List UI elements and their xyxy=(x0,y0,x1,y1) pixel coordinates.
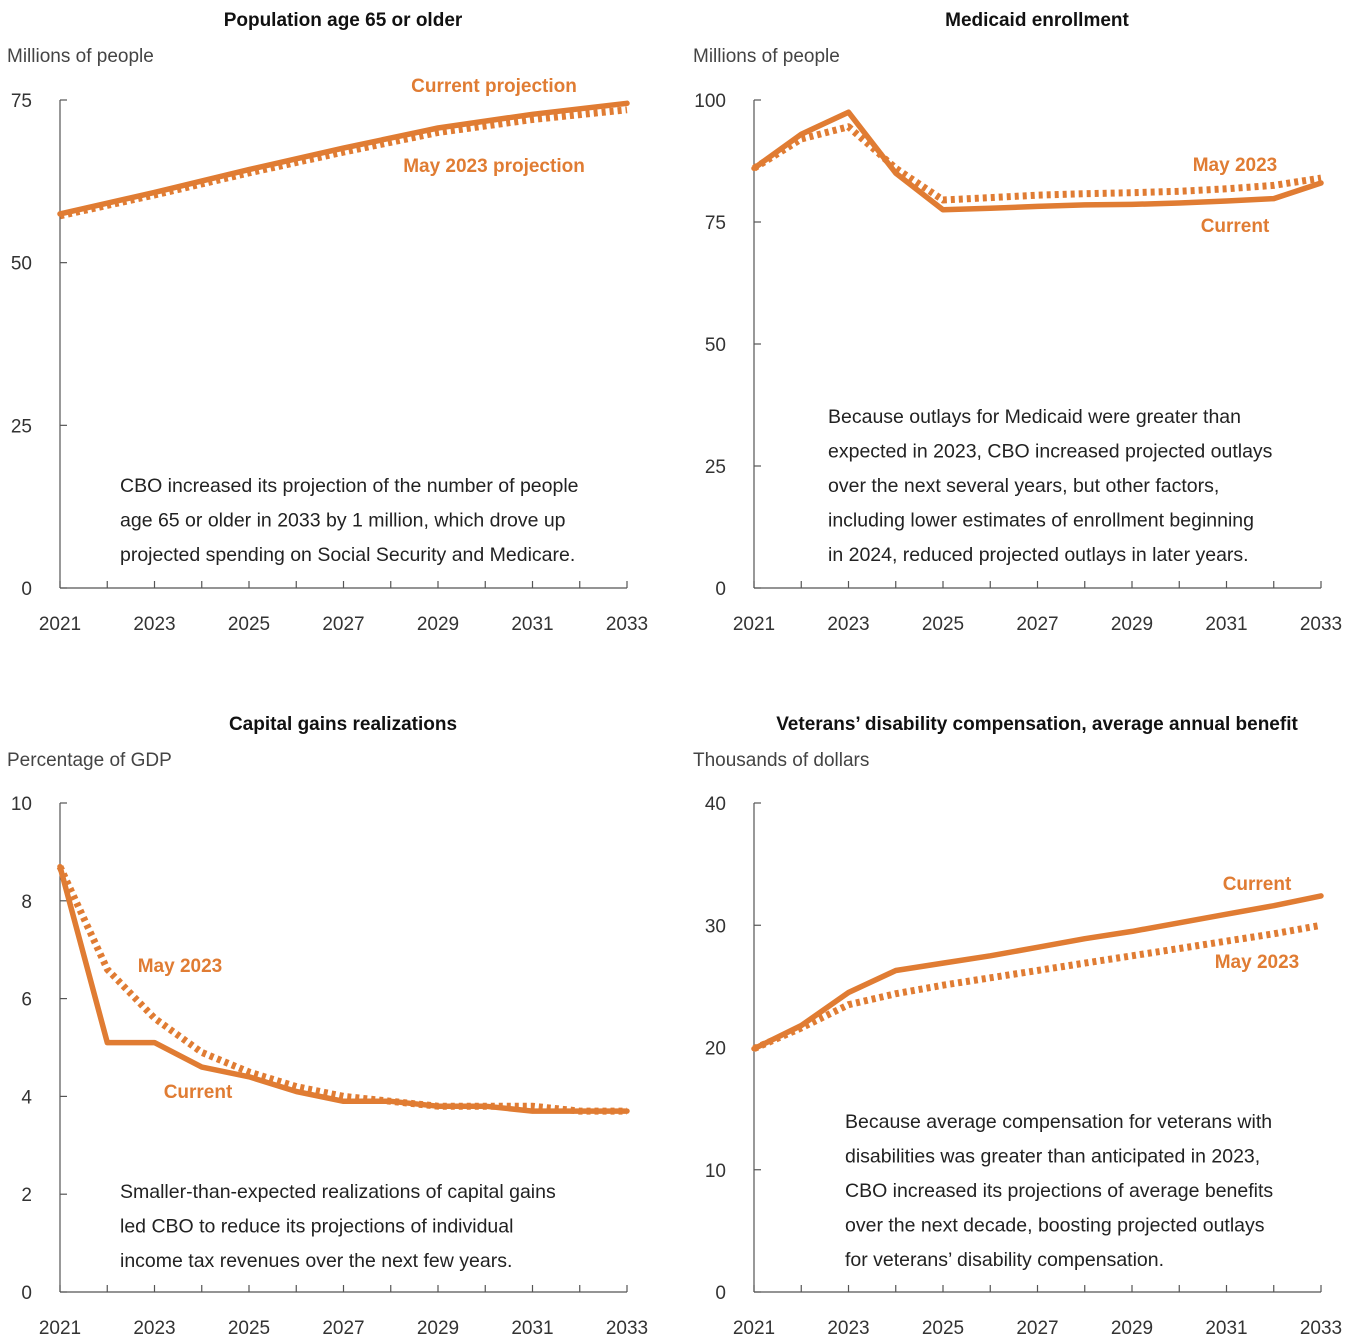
y-tick-label: 50 xyxy=(11,254,32,275)
y-axis-unit-label: Millions of people xyxy=(693,46,840,67)
x-tick-label: 2023 xyxy=(133,1318,175,1338)
x-tick-label: 2023 xyxy=(827,614,869,635)
x-tick-label: 2021 xyxy=(39,1318,81,1338)
x-tick-label: 2029 xyxy=(1111,1318,1153,1338)
x-tick-label: 2031 xyxy=(511,1318,553,1338)
x-tick-label: 2025 xyxy=(228,614,270,635)
series-label: Current xyxy=(1201,216,1270,237)
y-tick-label: 25 xyxy=(11,416,32,437)
y-axis-unit-label: Millions of people xyxy=(7,46,154,67)
chart-title: Medicaid enrollment xyxy=(945,10,1129,31)
annotation-line: CBO increased its projection of the numb… xyxy=(120,475,579,497)
chart-title: Capital gains realizations xyxy=(229,714,457,735)
x-tick-label: 2023 xyxy=(827,1318,869,1338)
annotation-line: CBO increased its projections of average… xyxy=(845,1180,1273,1202)
annotation-line: age 65 or older in 2033 by 1 million, wh… xyxy=(120,510,566,532)
y-tick-label: 0 xyxy=(715,579,726,600)
series-label: Current xyxy=(1223,874,1292,895)
series-line-may-2023 xyxy=(56,865,627,1115)
annotation-line: disabilities was greater than anticipate… xyxy=(845,1146,1260,1168)
y-tick-label: 0 xyxy=(715,1283,726,1304)
series-line-current xyxy=(751,109,1324,213)
x-tick-label: 2023 xyxy=(133,614,175,635)
x-tick-label: 2027 xyxy=(1016,614,1058,635)
annotation-line: income tax revenues over the next few ye… xyxy=(120,1250,512,1272)
annotation-line: Smaller-than-expected realizations of ca… xyxy=(120,1181,556,1203)
x-tick-label: 2025 xyxy=(922,614,964,635)
annotation-line: for veterans’ disability compensation. xyxy=(845,1249,1164,1271)
series-line-may-2023 xyxy=(752,921,1322,1052)
x-tick-label: 2033 xyxy=(606,614,648,635)
y-tick-label: 50 xyxy=(705,335,726,356)
series-label: Current projection xyxy=(411,76,577,97)
series-label: Current xyxy=(164,1082,233,1103)
series-line-may-2023 xyxy=(752,123,1322,204)
x-tick-label: 2021 xyxy=(39,614,81,635)
y-tick-label: 25 xyxy=(705,457,726,478)
x-tick-label: 2033 xyxy=(606,1318,648,1338)
y-tick-label: 8 xyxy=(21,892,32,913)
x-tick-label: 2025 xyxy=(228,1318,270,1338)
series-line-current xyxy=(57,863,630,1114)
x-tick-label: 2031 xyxy=(1205,614,1247,635)
y-tick-label: 20 xyxy=(705,1039,726,1060)
annotation-line: projected spending on Social Security an… xyxy=(120,544,575,566)
annotation-line: including lower estimates of enrollment … xyxy=(828,510,1254,532)
series-label: May 2023 xyxy=(138,956,223,977)
y-tick-label: 0 xyxy=(21,1283,32,1304)
x-tick-label: 2033 xyxy=(1300,614,1342,635)
annotation-line: in 2024, reduced projected outlays in la… xyxy=(828,544,1249,566)
x-tick-label: 2025 xyxy=(922,1318,964,1338)
x-tick-label: 2027 xyxy=(1016,1318,1058,1338)
y-tick-label: 75 xyxy=(11,91,32,112)
series-line-current xyxy=(57,100,630,217)
chart-title: Population age 65 or older xyxy=(224,10,463,31)
y-axis-unit-label: Thousands of dollars xyxy=(693,750,869,771)
y-axis-unit-label: Percentage of GDP xyxy=(7,750,172,771)
y-tick-label: 4 xyxy=(21,1087,32,1108)
annotation-line: Because average compensation for veteran… xyxy=(845,1111,1272,1133)
y-tick-label: 0 xyxy=(21,579,32,600)
series-line-current xyxy=(751,893,1324,1052)
series-label: May 2023 xyxy=(1215,952,1300,973)
x-tick-label: 2031 xyxy=(511,614,553,635)
y-tick-label: 30 xyxy=(705,916,726,937)
chart-title: Veterans’ disability compensation, avera… xyxy=(776,714,1298,735)
x-tick-label: 2029 xyxy=(417,1318,459,1338)
x-tick-label: 2031 xyxy=(1205,1318,1247,1338)
y-tick-label: 75 xyxy=(705,213,726,234)
x-tick-label: 2021 xyxy=(733,614,775,635)
x-tick-label: 2027 xyxy=(322,1318,364,1338)
annotation-line: over the next decade, boosting projected… xyxy=(845,1215,1265,1237)
x-tick-label: 2021 xyxy=(733,1318,775,1338)
y-tick-label: 100 xyxy=(694,91,726,112)
annotation-line: expected in 2023, CBO increased projecte… xyxy=(828,441,1273,463)
x-tick-label: 2029 xyxy=(417,614,459,635)
y-tick-label: 40 xyxy=(705,794,726,815)
annotation-line: over the next several years, but other f… xyxy=(828,475,1219,497)
x-tick-label: 2033 xyxy=(1300,1318,1342,1338)
series-label: May 2023 projection xyxy=(403,156,585,177)
y-tick-label: 10 xyxy=(705,1161,726,1182)
x-tick-label: 2027 xyxy=(322,614,364,635)
x-tick-label: 2029 xyxy=(1111,614,1153,635)
y-tick-label: 6 xyxy=(21,990,32,1011)
y-tick-label: 10 xyxy=(11,794,32,815)
series-label: May 2023 xyxy=(1193,155,1278,176)
annotation-line: led CBO to reduce its projections of ind… xyxy=(120,1216,513,1238)
annotation-line: Because outlays for Medicaid were greate… xyxy=(828,406,1241,428)
y-tick-label: 2 xyxy=(21,1185,32,1206)
